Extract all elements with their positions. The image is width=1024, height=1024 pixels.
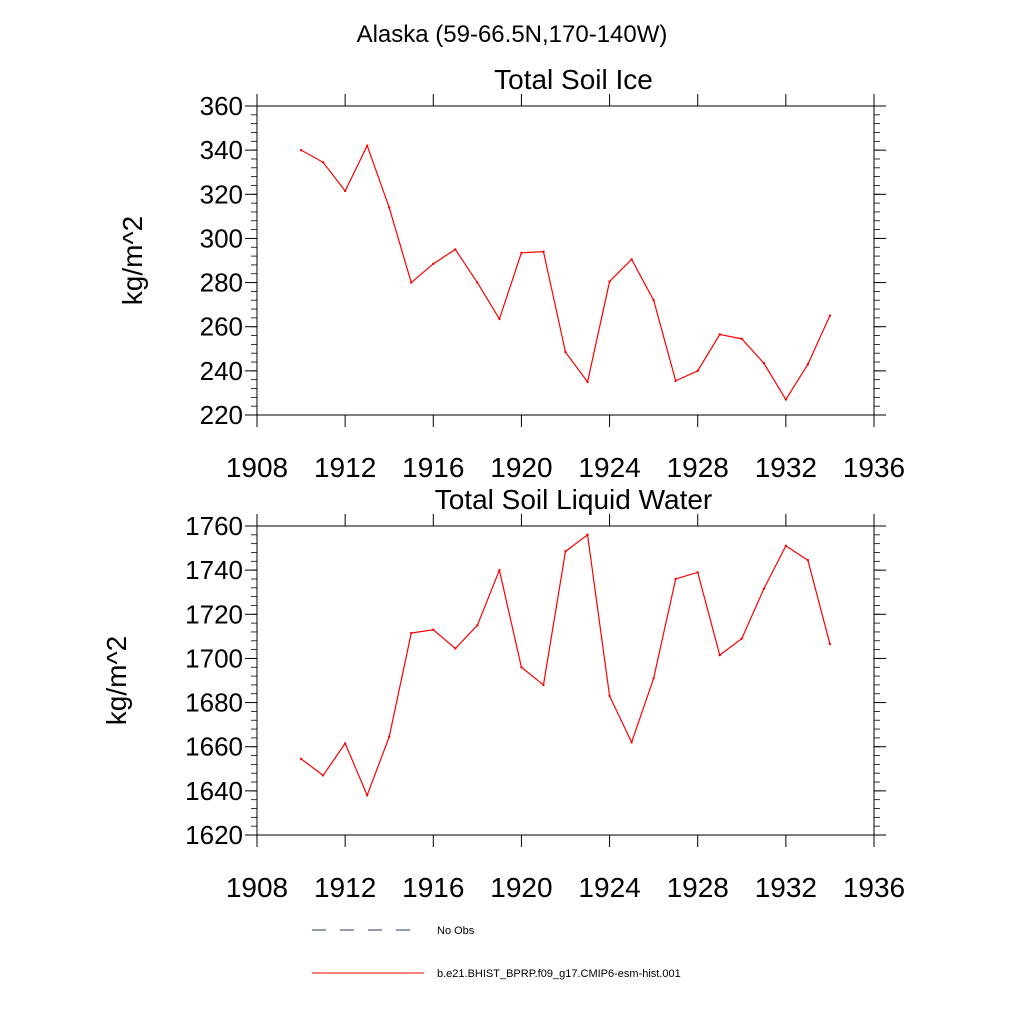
- x-tick-label: 1908: [226, 452, 288, 483]
- x-tick-label: 1936: [843, 872, 905, 903]
- y-tick-label: 1740: [185, 555, 243, 585]
- data-point: [321, 774, 325, 777]
- data-point: [718, 653, 721, 657]
- data-point: [410, 631, 413, 635]
- data-point: [740, 637, 743, 640]
- data-point: [564, 350, 567, 354]
- x-tick-label: 1928: [667, 452, 729, 483]
- x-tick-label: 1928: [667, 872, 729, 903]
- plot-frame: [256, 525, 875, 836]
- data-point: [454, 248, 457, 251]
- chart-panel-1: 220 240 260 280 300 320 340 360 1908 1912 1916 1920…: [117, 64, 905, 483]
- x-tick-label: 1916: [402, 452, 464, 483]
- data-point: [365, 144, 369, 147]
- data-point: [674, 577, 677, 581]
- y-tick-label: 1760: [185, 511, 243, 541]
- data-point: [520, 666, 523, 669]
- data-point: [696, 571, 699, 574]
- y-tick-label: 260: [200, 312, 243, 342]
- y-axis-label: kg/m^2: [117, 216, 148, 305]
- data-point: [828, 314, 832, 317]
- y-tick-label: 220: [200, 400, 243, 430]
- y-tick-label: 1620: [185, 820, 243, 850]
- x-tick-label: 1932: [755, 452, 817, 483]
- data-point: [718, 333, 721, 336]
- y-tick-label: 1700: [185, 643, 243, 673]
- data-point: [476, 624, 479, 627]
- y-tick-label: 360: [200, 91, 243, 121]
- data-point: [586, 533, 589, 537]
- data-point: [542, 683, 545, 687]
- y-tick-label: 1720: [185, 599, 243, 629]
- data-point: [388, 206, 391, 209]
- legend-label-1: No Obs: [437, 925, 475, 937]
- data-point: [498, 568, 501, 572]
- x-tick-label: 1920: [490, 872, 552, 903]
- data-point: [542, 250, 545, 253]
- x-tick-label: 1912: [314, 452, 376, 483]
- x-tick-label: 1936: [843, 452, 905, 483]
- legend: No Obs b.e21.BHIST_BPRP.f09_g17.CMIP6-esm…: [312, 925, 681, 980]
- x-tick-label: 1924: [578, 452, 640, 483]
- data-point: [343, 189, 347, 193]
- data-point: [696, 369, 699, 373]
- y-axis-label: kg/m^2: [101, 636, 132, 725]
- x-tick-label: 1908: [226, 872, 288, 903]
- data-point: [432, 628, 435, 631]
- data-point: [299, 148, 303, 152]
- series-line: [300, 144, 831, 401]
- plot-frame: [256, 105, 875, 416]
- series-line: [300, 533, 831, 797]
- data-point: [762, 361, 766, 365]
- data-point: [828, 642, 832, 646]
- data-point: [652, 677, 655, 680]
- legend-label-2: b.e21.BHIST_BPRP.f09_g17.CMIP6-esm-hist.…: [437, 968, 681, 980]
- data-point: [343, 742, 347, 745]
- data-point: [762, 587, 766, 591]
- data-point: [806, 363, 810, 366]
- chart-title: Total Soil Liquid Water: [435, 484, 713, 515]
- chart-title: Total Soil Ice: [494, 64, 653, 95]
- data-point: [410, 281, 413, 284]
- x-tick-label: 1924: [578, 872, 640, 903]
- y-tick-label: 1680: [185, 688, 243, 718]
- y-tick-label: 320: [200, 179, 243, 209]
- data-point: [432, 262, 435, 266]
- data-point: [652, 299, 655, 302]
- data-point: [630, 741, 633, 744]
- x-tick-label: 1916: [402, 872, 464, 903]
- chart-panels: 220 240 260 280 300 320 340 360 1908 1912 1916 1920…: [101, 64, 905, 903]
- y-tick-label: 1660: [185, 732, 243, 762]
- data-point: [784, 544, 788, 548]
- y-tick-label: 280: [200, 268, 243, 298]
- data-point: [564, 550, 567, 553]
- data-point: [365, 794, 369, 797]
- y-tick-label: 1640: [185, 776, 243, 806]
- data-point: [476, 281, 479, 284]
- data-point: [520, 251, 523, 254]
- data-point: [806, 559, 810, 562]
- x-tick-label: 1912: [314, 872, 376, 903]
- y-tick-label: 240: [200, 356, 243, 386]
- figure-suptitle: Alaska (59-66.5N,170-140W): [357, 21, 668, 48]
- chart-panel-2: 1620 1640 1660 1680 1700 1720 1740 1760 1908 1912…: [101, 484, 905, 903]
- x-tick-label: 1920: [490, 452, 552, 483]
- data-point: [740, 337, 743, 341]
- data-point: [586, 380, 589, 384]
- data-point: [608, 280, 611, 283]
- data-point: [608, 694, 611, 698]
- data-point: [388, 735, 391, 738]
- data-point: [784, 398, 788, 401]
- data-point: [498, 317, 501, 321]
- y-tick-label: 300: [200, 223, 243, 253]
- data-point: [674, 379, 677, 382]
- x-tick-label: 1932: [755, 872, 817, 903]
- data-point: [630, 258, 633, 261]
- data-point: [299, 757, 303, 761]
- y-tick-label: 340: [200, 135, 243, 165]
- data-point: [454, 647, 457, 650]
- data-point: [321, 161, 325, 164]
